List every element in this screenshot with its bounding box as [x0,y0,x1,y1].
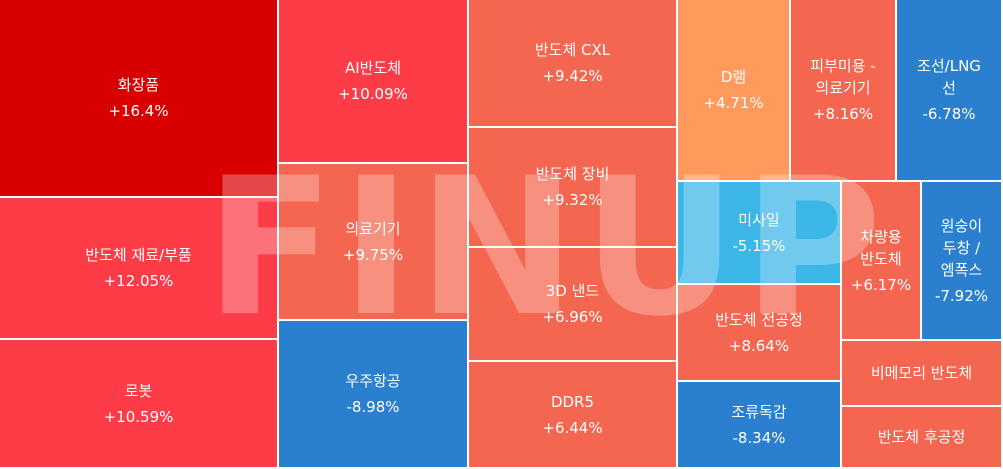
tile-label: 조류독감 [731,402,787,421]
tile-change-label: +6.44% [542,418,603,437]
tile-change-label: -7.92% [934,286,989,305]
tile-label: 차량용 반도체 [860,227,902,268]
tile-change-label: +6.96% [542,308,603,326]
tile-change-label: +16.4% [108,102,169,120]
tile-change-label: +10.59% [103,407,174,426]
treemap-tile[interactable]: 비메모리 반도체 [842,341,1003,407]
treemap-tile[interactable]: DDR5 +6.44% [469,362,678,469]
tile-change-label: -6.78% [922,105,976,123]
treemap-tile[interactable]: 의료기기 +9.75% [279,164,469,321]
tile-label: 의료기기 [345,219,401,238]
treemap-tile[interactable]: 피부미용 - 의료기기 +8.16% [791,0,897,182]
tile-change-label: -8.98% [346,398,400,416]
tile-change-label: +9.32% [542,191,603,209]
tile-label: 3D 낸드 [545,282,600,300]
tile-label: 반도체 CXL [534,41,611,59]
treemap-tile[interactable]: 로봇 +10.59% [0,340,279,469]
tile-label: 미사일 [738,210,780,229]
treemap-tile[interactable]: 반도체 장비 +9.32% [469,128,678,248]
tile-label: 로봇 [124,381,153,400]
tile-label: 원숭이 두창 / 엠폭스 [940,216,983,279]
treemap-tile[interactable]: 반도체 전공정 +8.64% [678,285,842,382]
tile-change-label: +8.16% [812,105,874,123]
tile-change-label: -5.15% [732,236,786,255]
tile-label: AI반도체 [344,59,402,77]
treemap-tile[interactable]: 반도체 후공정 [842,407,1003,469]
treemap-tile[interactable]: 미사일 -5.15% [678,182,842,285]
tile-label: D램 [720,68,747,86]
treemap-tile[interactable]: 3D 낸드 +6.96% [469,248,678,362]
treemap-tile[interactable]: 우주항공 -8.98% [279,321,469,469]
treemap-tile[interactable]: 반도체 재료/부품 +12.05% [0,198,279,340]
tile-label: 반도체 장비 [535,165,610,183]
tile-change-label: +8.64% [728,336,790,355]
tile-change-label: +12.05% [103,272,174,290]
tile-label: 우주항공 [345,372,401,390]
treemap-tile[interactable]: AI반도체 +10.09% [279,0,469,164]
tile-label: 피부미용 - 의료기기 [810,57,876,97]
treemap-tile[interactable]: 원숭이 두창 / 엠폭스 -7.92% [922,182,1003,341]
tile-label: 반도체 전공정 [715,310,803,329]
treemap-tile[interactable]: 조류독감 -8.34% [678,382,842,469]
treemap-tile[interactable]: D램 +4.71% [678,0,791,182]
tile-change-label: +10.09% [338,85,408,103]
tile-label: 화장품 [117,76,160,94]
tile-label: DDR5 [550,392,595,411]
treemap-tile[interactable]: 차량용 반도체 +6.17% [842,182,922,341]
tile-change-label: +9.75% [342,245,404,264]
treemap-tile[interactable]: 화장품 +16.4% [0,0,279,198]
tile-label: 반도체 재료/부품 [85,246,192,264]
tile-change-label: +6.17% [850,275,912,294]
tile-change-label: +9.42% [542,67,603,85]
treemap-tile[interactable]: 반도체 CXL +9.42% [469,0,678,128]
tile-label: 비메모리 반도체 [870,364,973,382]
tile-change-label: +4.71% [703,94,764,112]
treemap-tile[interactable]: 조선/LNG 선 -6.78% [897,0,1003,182]
tile-label: 조선/LNG 선 [917,57,981,97]
tile-label: 반도체 후공정 [877,428,966,446]
tile-change-label: -8.34% [732,428,786,447]
